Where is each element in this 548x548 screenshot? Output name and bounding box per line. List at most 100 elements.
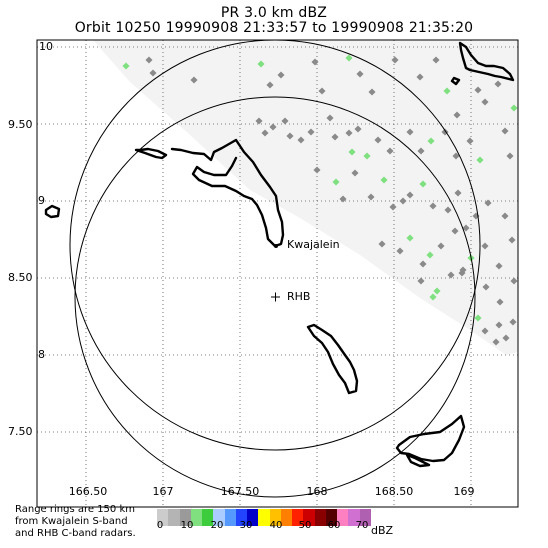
echo-pixel xyxy=(427,137,435,145)
echo-pixel xyxy=(363,152,371,160)
echo-pixel xyxy=(145,56,153,64)
lat-lon-grid xyxy=(37,40,518,507)
echo-pixel xyxy=(496,298,504,306)
echo-pixel xyxy=(345,129,353,137)
coastlines xyxy=(44,41,515,468)
echo-pixel xyxy=(508,236,516,244)
echo-pixel xyxy=(356,70,364,78)
echo-pixel xyxy=(444,206,452,214)
echo-pixel xyxy=(458,269,466,277)
echo-pixel xyxy=(281,117,289,125)
echo-pixel xyxy=(506,152,514,160)
ujae-atoll xyxy=(306,323,359,395)
echo-pixel xyxy=(432,56,440,64)
orbit-time-range: Orbit 10250 19990908 21:33:57 to 1999090… xyxy=(74,20,474,36)
echo-pixel xyxy=(389,203,397,211)
echo-pixel xyxy=(406,191,414,199)
echo-pixel xyxy=(481,98,489,106)
lat-tick-9-50: 9.50 xyxy=(8,118,33,131)
lat-tick-8: 8 xyxy=(38,348,45,361)
echo-pixel xyxy=(476,156,484,164)
echo-pixel xyxy=(297,136,305,144)
echo-pixel xyxy=(417,147,425,155)
echo-pixel xyxy=(396,247,404,255)
scale-units: dBZ xyxy=(371,524,394,537)
echo-pixel xyxy=(453,111,461,119)
echo-pixel xyxy=(501,212,509,220)
scale-label-40: 40 xyxy=(269,520,283,531)
lon-tick-166-50: 166.50 xyxy=(68,485,108,498)
echo-pixel xyxy=(339,195,347,203)
radar-echoes xyxy=(122,54,518,346)
rhb-range-ring xyxy=(74,96,476,498)
echo-pixel xyxy=(190,76,198,84)
echo-pixel xyxy=(380,176,388,184)
scale-label-30: 30 xyxy=(239,520,253,531)
scale-swatch xyxy=(190,509,203,526)
kwajalein-radar-marker xyxy=(274,244,278,248)
echo-pixel xyxy=(447,271,455,279)
scale-swatch xyxy=(168,509,180,526)
echo-pixel xyxy=(386,147,394,155)
kwajalein-range-ring xyxy=(69,40,481,451)
echo-pixel xyxy=(348,148,356,156)
scale-swatch xyxy=(235,509,248,526)
echo-pixel xyxy=(482,283,490,291)
echo-pixel xyxy=(354,125,362,133)
echo-pixel xyxy=(481,242,489,250)
scale-label-70: 70 xyxy=(355,520,369,531)
echo-pixel xyxy=(286,132,294,140)
lon-tick-168: 168 xyxy=(306,485,328,498)
echo-pixel xyxy=(331,133,339,141)
echo-pixel xyxy=(399,197,407,205)
scale-swatch xyxy=(224,509,237,526)
scale-label-50: 50 xyxy=(298,520,312,531)
echo-pixel xyxy=(509,318,517,326)
echo-pixel xyxy=(484,199,492,207)
echo-pixel xyxy=(345,54,353,62)
echo-pixel xyxy=(261,129,269,137)
lon-tick-167-50: 167.50 xyxy=(220,485,260,498)
plot-frame xyxy=(36,39,519,508)
echo-pixel xyxy=(351,169,359,177)
echo-pixel xyxy=(419,260,427,268)
lat-tick-7-50: 7.50 xyxy=(8,425,33,438)
echo-pixel xyxy=(501,127,509,135)
echo-pixel xyxy=(149,69,157,77)
echo-pixel xyxy=(494,80,502,88)
echo-pixel xyxy=(502,334,510,342)
scale-swatch xyxy=(202,509,214,526)
echo-pixel xyxy=(368,88,376,96)
echo-pixel xyxy=(277,71,285,79)
echo-pixel xyxy=(481,327,489,335)
scale-swatch xyxy=(303,509,316,526)
echo-pixel xyxy=(311,58,319,66)
kwajalein-atoll xyxy=(134,138,285,248)
scale-label-60: 60 xyxy=(327,520,341,531)
echo-pixel xyxy=(406,128,414,136)
scale-swatch xyxy=(348,509,361,526)
echo-pixel xyxy=(257,60,265,68)
scale-swatch xyxy=(359,509,372,526)
echo-pixel xyxy=(429,293,437,301)
lon-tick-167: 167 xyxy=(152,485,174,498)
rhb-label: RHB xyxy=(287,290,311,303)
echo-pixel xyxy=(510,277,518,285)
scale-swatch xyxy=(269,509,282,526)
echo-pixel xyxy=(454,189,462,197)
scale-swatch xyxy=(157,509,169,526)
echo-pixel xyxy=(495,321,503,329)
echo-pixel xyxy=(419,180,427,188)
echo-pixel xyxy=(474,314,482,322)
footnote-line-3: and RHB C-band radars. xyxy=(15,528,136,539)
echo-pixel xyxy=(474,86,482,94)
echo-pixel xyxy=(406,234,414,242)
echo-pixel xyxy=(255,117,263,125)
map-title: PR 3.0 km dBZ xyxy=(220,5,328,21)
lat-tick-9: 9 xyxy=(38,194,45,207)
echo-pixel xyxy=(492,338,500,346)
echo-pixel xyxy=(426,251,434,259)
scale-swatch xyxy=(258,509,271,526)
